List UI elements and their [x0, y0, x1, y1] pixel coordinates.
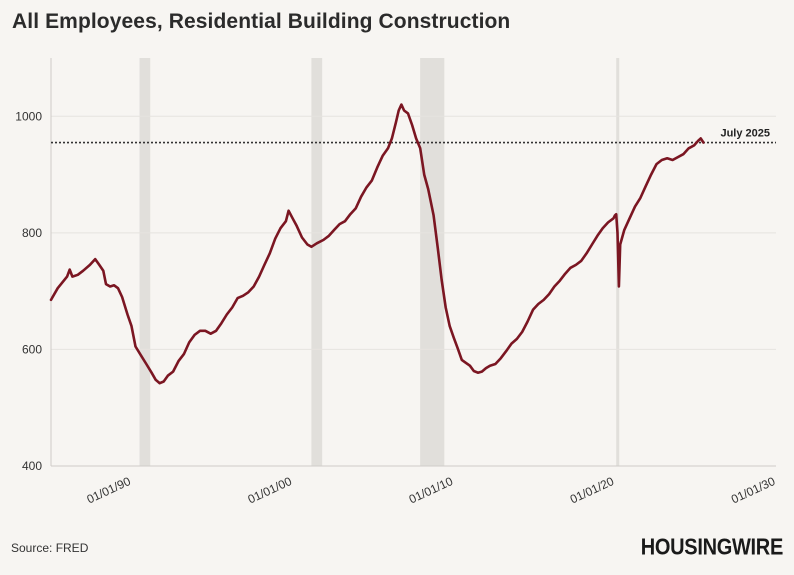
- y-tick-label: 800: [22, 226, 42, 240]
- x-tick-label: 01/01/90: [85, 474, 134, 507]
- chart-title: All Employees, Residential Building Cons…: [12, 10, 511, 33]
- source-note: Source: FRED: [11, 541, 89, 555]
- recession-band: [139, 58, 151, 466]
- housingwire-logo: HOUSINGWIRE: [640, 535, 784, 561]
- recession-band: [311, 58, 323, 466]
- x-tick-label: 01/01/20: [568, 474, 617, 507]
- series-line: [49, 103, 705, 385]
- reference-line-label: July 2025: [720, 128, 770, 140]
- x-tick-label: 01/01/10: [407, 474, 456, 507]
- y-tick-label: 600: [22, 342, 42, 356]
- y-tick-label: 400: [22, 459, 42, 473]
- x-tick-label: 01/01/00: [246, 474, 295, 507]
- x-tick-label: 01/01/30: [729, 474, 778, 507]
- y-tick-label: 1000: [15, 109, 42, 123]
